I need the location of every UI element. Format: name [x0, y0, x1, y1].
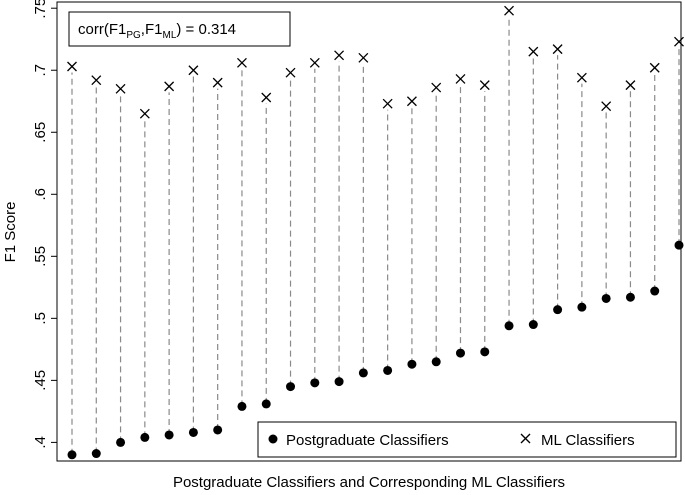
pg-point	[528, 320, 538, 330]
ml-point	[674, 36, 684, 47]
plot-frame	[56, 1, 682, 462]
x-axis-title: Postgraduate Classifiers and Correspondi…	[173, 474, 565, 491]
ml-point	[115, 83, 126, 94]
legend-x-marker	[520, 433, 531, 444]
ml-point	[649, 62, 660, 73]
pg-point	[286, 382, 296, 392]
pg-point	[504, 321, 514, 331]
ml-point	[455, 73, 466, 84]
ml-point	[212, 77, 223, 88]
y-tick-label: .4	[32, 436, 49, 449]
legend-box	[257, 421, 677, 458]
annotation-text: corr(F1PG,F1ML) = 0.314	[78, 21, 236, 41]
legend-label-pg: Postgraduate Classifiers	[286, 432, 449, 449]
ml-series	[67, 5, 684, 119]
ml-point	[334, 50, 345, 61]
annotation-suffix: ) = 0.314	[176, 21, 236, 38]
pg-point	[407, 359, 417, 369]
ml-point	[431, 82, 442, 93]
ml-point	[188, 65, 199, 76]
ml-point	[139, 108, 150, 119]
ml-point	[382, 98, 393, 109]
pg-point	[213, 425, 223, 435]
y-tick-label: .6	[32, 188, 49, 201]
ml-point	[528, 46, 539, 57]
annotation-box: corr(F1PG,F1ML) = 0.314	[68, 11, 291, 47]
pg-point	[188, 427, 198, 437]
y-axis-title: F1 Score	[2, 202, 19, 263]
ml-point	[164, 81, 175, 92]
y-tick-label: .65	[32, 122, 49, 143]
ml-point	[406, 96, 417, 107]
pg-point	[261, 399, 271, 409]
pg-point	[91, 449, 101, 459]
pg-point	[67, 450, 77, 460]
pg-point	[383, 365, 393, 375]
pg-point	[334, 377, 344, 387]
y-tick-label: .55	[32, 246, 49, 267]
ml-point	[358, 52, 369, 63]
pg-point	[577, 302, 587, 312]
annotation-sub1: PG	[126, 30, 141, 41]
ml-point	[504, 5, 514, 16]
connector-lines	[71, 16, 680, 455]
pg-point	[674, 240, 684, 250]
pg-point	[601, 293, 611, 303]
y-tick-label: .75	[32, 0, 49, 19]
legend-dot-marker	[268, 434, 278, 444]
ml-point	[479, 80, 490, 91]
annotation-sub2: ML	[162, 30, 176, 41]
pg-point	[310, 378, 320, 388]
annotation-mid: ,F1	[141, 21, 163, 38]
pg-point	[553, 305, 563, 315]
ml-point	[67, 61, 77, 72]
ml-point	[576, 72, 587, 83]
pg-point	[358, 368, 368, 378]
ml-point	[601, 101, 612, 112]
ml-point	[285, 67, 296, 78]
ml-point	[552, 44, 563, 55]
ml-point	[261, 92, 272, 103]
y-tick-label: .45	[32, 370, 49, 391]
pg-point	[625, 292, 635, 302]
pg-point	[431, 357, 441, 367]
pg-point	[164, 430, 174, 440]
annotation-prefix: corr(F1	[78, 21, 126, 38]
y-axis: .4 .45 .5 .55 .6 .65 .7 .75	[32, 0, 57, 449]
pg-series	[67, 240, 684, 460]
ml-point	[91, 75, 102, 86]
ml-point	[625, 80, 636, 91]
legend: Postgraduate Classifiers ML Classifiers	[257, 421, 677, 458]
pg-point	[650, 286, 660, 296]
pg-point	[480, 347, 490, 357]
pg-point	[237, 401, 247, 411]
y-tick-label: .7	[32, 64, 49, 77]
ml-point	[309, 57, 320, 68]
pg-point	[455, 348, 465, 358]
ml-point	[237, 57, 247, 68]
pg-point	[116, 437, 126, 447]
pg-point	[140, 432, 150, 442]
legend-label-ml: ML Classifiers	[541, 432, 635, 449]
y-tick-label: .5	[32, 312, 49, 325]
